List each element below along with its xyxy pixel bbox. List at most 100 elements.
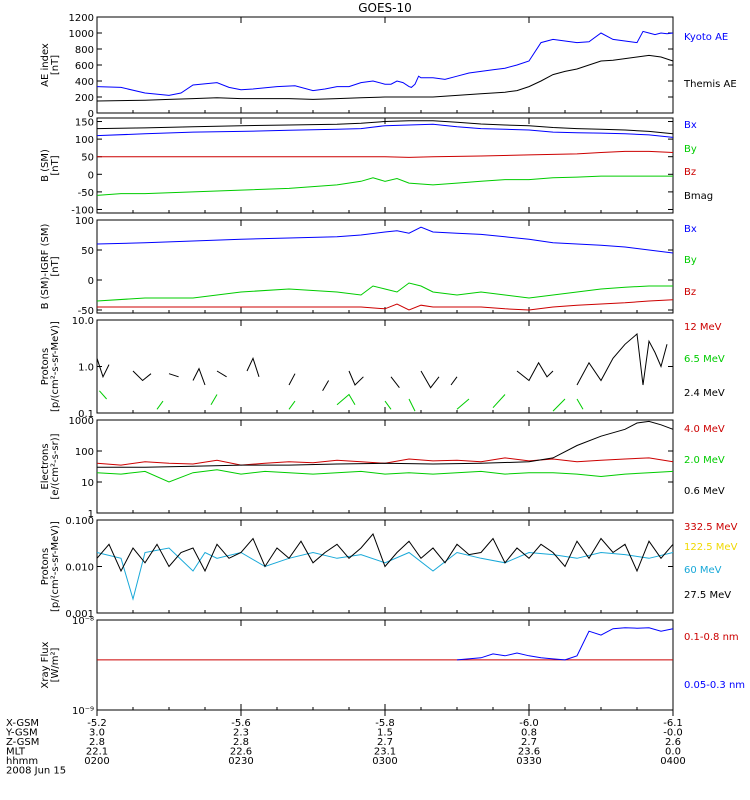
series-line xyxy=(456,398,470,410)
panel-protons2: 0.001 0.010 0.100 Protons [p/(cm²-s-sr-MeV)]… xyxy=(40,516,738,620)
x-axis-value: -0.0 xyxy=(663,728,683,739)
legend-label: 332.5 MeV xyxy=(684,522,738,533)
y-tick-label: 150 xyxy=(75,118,94,129)
legend-label: Kyoto AE xyxy=(684,32,728,43)
y-tick-label: 1000 xyxy=(69,416,94,427)
panel-protons1: 0.1 1.0 10.0 Protons [p/(cm²-s-sr-MeV)] 12 Me… xyxy=(40,316,725,420)
y-tick-label: 0.1 xyxy=(78,409,94,420)
x-axis-value: 0400 xyxy=(660,756,685,767)
legend-label: 27.5 MeV xyxy=(684,590,731,601)
x-axis-value: 0.0 xyxy=(665,747,681,758)
x-axis-value: 2.3 xyxy=(233,728,249,739)
y-tick-label: 0.001 xyxy=(65,609,94,620)
y-axis-label: Electrons xyxy=(40,443,51,489)
panel-electrons: 1 10 100 1000 Electrons [e/(cm²-s-sr)] 4.0 MeV… xyxy=(40,416,725,520)
x-axis-table: X-GSM -5.2 -5.6 -5.8 -6.0 -6.1 Y-GSM 3.0 2.3 1.5 0… xyxy=(5,710,686,777)
panel-xray: 10⁻⁹ 10⁻⁸ Xray Flux [W/m²] 0.1-0.8 nm 0.05-0.… xyxy=(40,616,745,717)
y-axis-label: B (SM) xyxy=(40,149,51,182)
series-line xyxy=(552,398,566,412)
y-tick-label: 0 xyxy=(88,276,94,287)
legend-label: 4.0 MeV xyxy=(684,424,725,435)
series-line xyxy=(246,356,260,377)
y-axis-label: Xray Flux xyxy=(40,641,51,688)
y-tick-label: -50 xyxy=(78,306,94,317)
series-line xyxy=(96,226,674,254)
y-tick-label: 1 xyxy=(88,509,94,520)
x-axis-value: -5.8 xyxy=(375,718,395,729)
y-axis-label: Protons xyxy=(40,548,51,585)
legend-label: 60 MeV xyxy=(684,565,722,576)
x-axis-value: 23.6 xyxy=(518,747,540,758)
panel-ae: 0 200 400 600 800 1000 1200 AE index [nT] Kyoto A… xyxy=(40,13,737,120)
y-axis-label: AE index xyxy=(40,43,51,87)
x-axis-value: 0230 xyxy=(228,756,253,767)
series-line xyxy=(97,420,674,468)
series-line xyxy=(96,469,674,483)
x-axis-value: -6.0 xyxy=(519,718,539,729)
x-axis-value: 0300 xyxy=(372,756,397,767)
y-tick-label: 1200 xyxy=(69,13,94,24)
series-line xyxy=(168,373,179,378)
y-tick-label: 10⁻⁸ xyxy=(72,616,94,627)
series-line xyxy=(97,150,674,158)
y-tick-label: 100 xyxy=(75,447,94,458)
legend-label: By xyxy=(684,255,697,266)
series-line xyxy=(516,361,554,382)
x-axis-value: 22.6 xyxy=(230,747,252,758)
series-line xyxy=(96,30,674,96)
series-line xyxy=(132,370,152,382)
y-tick-label: 10 xyxy=(81,478,94,489)
x-axis-value: 1.5 xyxy=(377,728,393,739)
legend-label: Themis AE xyxy=(683,79,737,90)
legend-label: 0.05-0.3 nm xyxy=(684,680,745,691)
series-line xyxy=(576,398,584,410)
x-axis-row-label: Z-GSM xyxy=(6,737,39,748)
y-tick-label: 0 xyxy=(88,170,94,181)
series-line xyxy=(96,120,674,135)
legend-label: 122.5 MeV xyxy=(684,542,738,553)
series-line xyxy=(97,299,674,311)
y-tick-label: 100 xyxy=(75,135,94,146)
y-axis-label: [p/(cm²-s-sr-MeV)] xyxy=(50,321,61,412)
x-axis-value: 2.7 xyxy=(521,737,537,748)
series-line xyxy=(216,370,227,378)
x-axis-value: 0330 xyxy=(516,756,541,767)
series-line xyxy=(420,370,440,389)
y-axis-label: [nT] xyxy=(50,155,61,175)
y-tick-label: -100 xyxy=(71,205,94,216)
panel-bgsm: -100 -50 0 50 100 150 B (SM) [nT] Bx By Bz Bmag xyxy=(40,117,713,216)
legend-label: Bz xyxy=(684,167,696,178)
y-tick-label: 1.0 xyxy=(78,363,94,374)
legend-label: 0.6 MeV xyxy=(684,486,725,497)
panel-bigrf: -50 0 50 100 B (SM)-IGRF (SM) [nT] Bx By Bz xyxy=(40,216,697,317)
series-line xyxy=(192,367,206,386)
x-axis-value: -6.1 xyxy=(663,718,683,729)
series-line xyxy=(96,282,673,302)
legend-label: 2.0 MeV xyxy=(684,455,725,466)
series-line xyxy=(288,373,296,386)
x-axis-value: 0.8 xyxy=(521,728,537,739)
y-tick-label: -50 xyxy=(78,188,94,199)
y-tick-label: 0.100 xyxy=(65,516,94,527)
series-line xyxy=(456,627,674,661)
x-axis-value: 2.7 xyxy=(377,737,393,748)
series-line xyxy=(576,333,668,386)
y-axis-label: [nT] xyxy=(50,55,61,75)
panel-frame xyxy=(96,619,674,711)
series-line xyxy=(96,123,674,138)
x-axis-value: -5.6 xyxy=(231,718,251,729)
series-line xyxy=(450,376,458,386)
legend-label: Bz xyxy=(684,287,696,298)
series-line xyxy=(288,400,296,410)
series-line xyxy=(99,390,107,400)
legend-label: By xyxy=(684,144,697,155)
legend-label: 6.5 MeV xyxy=(684,354,725,365)
y-tick-label: 800 xyxy=(75,45,94,56)
legend-label: 0.1-0.8 nm xyxy=(684,632,739,643)
series-line xyxy=(384,400,392,410)
x-axis-value: 23.1 xyxy=(374,747,396,758)
y-tick-label: 0.010 xyxy=(65,563,94,574)
series-line xyxy=(408,398,416,412)
